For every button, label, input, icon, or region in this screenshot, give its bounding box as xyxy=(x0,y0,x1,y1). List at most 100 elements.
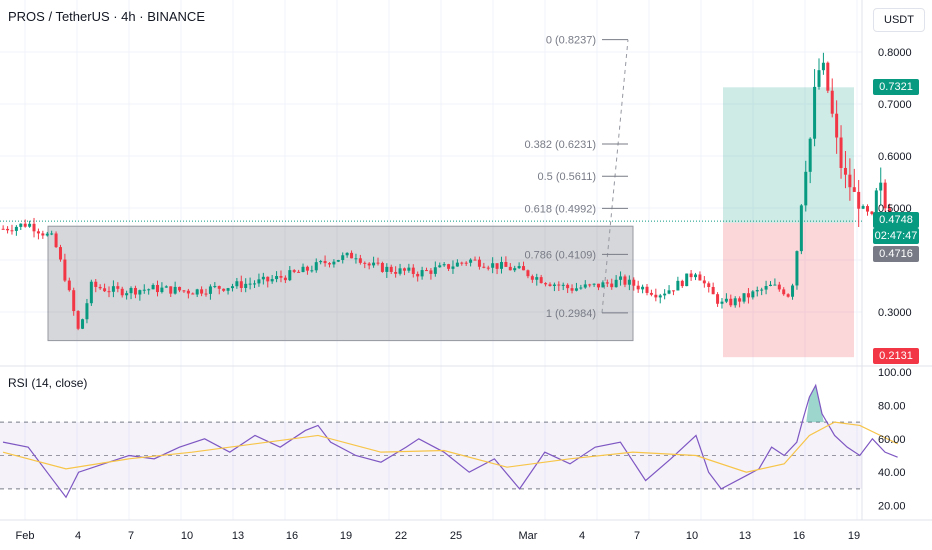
candle-body xyxy=(103,288,107,292)
time-tick-label: 7 xyxy=(634,530,640,542)
candle-body xyxy=(499,261,503,269)
candle-body xyxy=(367,263,371,266)
candle-body xyxy=(791,285,795,297)
fib-level-label: 0 (0.8237) xyxy=(546,35,596,47)
candle-body xyxy=(85,303,89,320)
price-tick-label: 0.8000 xyxy=(878,47,912,59)
price-tick-label: 0.6000 xyxy=(878,151,912,163)
candle-body xyxy=(147,289,151,291)
time-tick-label: 4 xyxy=(75,530,81,542)
candle-body xyxy=(773,284,777,286)
time-tick-label: Mar xyxy=(519,530,538,542)
rsi-overbought-fill xyxy=(806,385,824,423)
candle-body xyxy=(522,266,526,271)
candle-body xyxy=(566,284,570,289)
candle-body xyxy=(839,137,843,168)
candle-body xyxy=(407,267,411,271)
candle-body xyxy=(217,286,221,289)
candle-body xyxy=(495,263,499,269)
candle-body xyxy=(473,259,477,261)
last-price-tag: 0.4748 xyxy=(873,212,919,228)
candle-body xyxy=(513,268,517,271)
candle-body xyxy=(857,191,861,209)
candle-body xyxy=(107,291,111,293)
candle-body xyxy=(6,228,10,231)
time-tick-label: 4 xyxy=(579,530,585,542)
candle-body xyxy=(702,280,706,284)
candle-body xyxy=(817,70,821,87)
candle-body xyxy=(182,290,186,292)
candle-body xyxy=(764,285,768,290)
candle-body xyxy=(420,270,424,277)
candle-body xyxy=(486,267,490,269)
candle-body xyxy=(50,233,54,235)
candle-body xyxy=(557,284,561,286)
rsi-tick-label: 40.00 xyxy=(878,467,906,479)
candle-body xyxy=(636,285,640,290)
candle-body xyxy=(429,270,433,274)
candle-body xyxy=(623,276,627,285)
currency-button[interactable]: USDT xyxy=(873,8,925,32)
candle-body xyxy=(67,280,71,291)
candle-body xyxy=(813,86,817,139)
candle-body xyxy=(363,262,367,264)
candle-body xyxy=(738,298,742,302)
candle-body xyxy=(689,273,693,278)
candle-body xyxy=(200,289,204,294)
candle-body xyxy=(305,266,309,271)
candle-body xyxy=(544,283,548,285)
candle-body xyxy=(19,223,23,227)
candle-body xyxy=(835,113,839,138)
candle-body xyxy=(116,286,120,289)
candle-body xyxy=(874,190,878,214)
candle-body xyxy=(504,261,508,267)
candle-body xyxy=(54,233,58,248)
fib-level-label: 0.5 (0.5611) xyxy=(537,171,596,183)
price-tick-label: 0.3000 xyxy=(878,307,912,319)
time-tick-label: 16 xyxy=(793,530,805,542)
candle-body xyxy=(138,290,142,295)
time-tick-label: 25 xyxy=(450,530,462,542)
candle-body xyxy=(654,294,658,298)
candle-body xyxy=(694,274,698,278)
candle-body xyxy=(848,174,852,188)
candle-body xyxy=(336,260,340,262)
candle-body xyxy=(539,277,543,284)
candle-body xyxy=(830,90,834,114)
candle-body xyxy=(680,280,684,287)
candle-body xyxy=(14,226,18,231)
candle-body xyxy=(350,252,354,259)
candle-body xyxy=(482,266,486,268)
candle-body xyxy=(530,276,534,280)
candle-body xyxy=(632,279,636,286)
candle-body xyxy=(32,223,36,232)
candle-body xyxy=(270,279,274,282)
rsi-tick-label: 60.00 xyxy=(878,434,906,446)
candle-body xyxy=(438,265,442,268)
candle-body xyxy=(711,286,715,295)
candle-body xyxy=(733,298,737,306)
target-price-tag: 0.7321 xyxy=(873,79,919,95)
time-tick-label: 16 xyxy=(286,530,298,542)
candle-body xyxy=(173,286,177,294)
candle-body xyxy=(94,281,98,287)
candle-body xyxy=(535,277,539,280)
candle-body xyxy=(826,62,830,91)
candle-body xyxy=(41,233,45,236)
candle-body xyxy=(491,263,495,268)
candle-body xyxy=(729,298,733,306)
candle-body xyxy=(372,262,376,266)
candle-body xyxy=(526,270,530,277)
rsi-ma-line xyxy=(2,421,898,473)
candle-body xyxy=(442,264,446,266)
candle-body xyxy=(698,274,702,281)
candle-body xyxy=(552,284,556,286)
candle-body xyxy=(253,283,257,285)
candle-body xyxy=(1,228,5,230)
candle-body xyxy=(799,205,803,252)
candle-body xyxy=(614,279,618,288)
candle-body xyxy=(402,268,406,271)
candle-body xyxy=(389,266,393,272)
profit-zone xyxy=(723,87,854,223)
